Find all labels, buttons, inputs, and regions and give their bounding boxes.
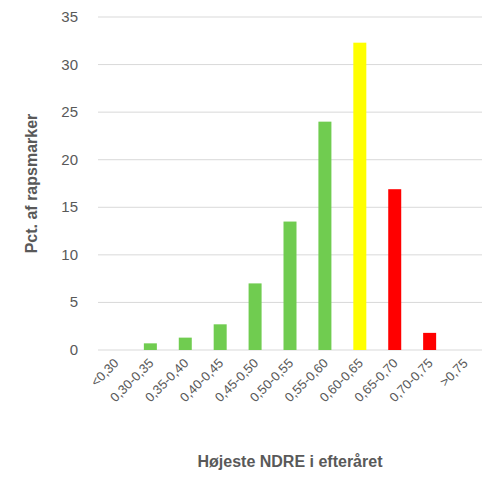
bars [144, 43, 436, 350]
grid-line [98, 159, 482, 160]
y-tick-label: 25 [61, 103, 78, 120]
y-tick-label: 15 [61, 198, 78, 215]
y-tick-label: 0 [70, 341, 78, 358]
bar [249, 283, 262, 350]
x-tick-label: 0,70-0,75 [386, 356, 435, 405]
bar [353, 43, 366, 350]
bar [318, 122, 331, 350]
y-tick-label: 35 [61, 8, 78, 25]
bar [284, 222, 297, 350]
grid-line [98, 207, 482, 208]
bar [144, 343, 157, 350]
y-tick-label: 5 [70, 293, 78, 310]
bar [388, 189, 401, 350]
y-axis-title: Pct. af rapsmarker [23, 114, 40, 254]
bar [109, 350, 122, 351]
bar [423, 333, 436, 350]
chart: 05101520253035<0,300,30-0,350,35-0,400,4… [0, 0, 491, 478]
bar [214, 324, 227, 350]
grid-line [98, 64, 482, 65]
y-tick-label: 10 [61, 246, 78, 263]
x-tick-label: >0,75 [437, 356, 471, 390]
grid-line [98, 112, 482, 113]
y-tick-label: 30 [61, 56, 78, 73]
grid-line [98, 17, 482, 18]
bar [458, 350, 471, 351]
x-axis-title: Højeste NDRE i efteråret [198, 453, 384, 470]
y-tick-label: 20 [61, 151, 78, 168]
bar [179, 338, 192, 350]
